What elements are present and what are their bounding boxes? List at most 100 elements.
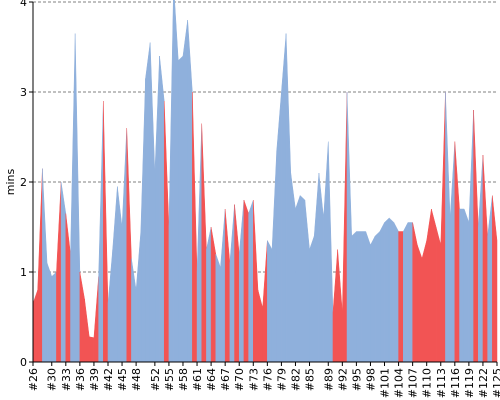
failed-build-area bbox=[342, 91, 348, 363]
passed-build-area bbox=[313, 172, 320, 363]
failed-build-area bbox=[398, 231, 404, 363]
y-tick-label: 2 bbox=[20, 176, 27, 189]
x-tick-label: #98 bbox=[364, 368, 377, 391]
failed-build-area bbox=[234, 204, 240, 363]
passed-build-area bbox=[318, 172, 324, 363]
failed-build-area bbox=[426, 208, 432, 363]
passed-build-area bbox=[290, 172, 296, 363]
passed-build-area bbox=[356, 231, 362, 363]
failed-build-area bbox=[262, 240, 268, 363]
x-tick-label: #119 bbox=[463, 368, 476, 398]
x-tick-label: #67 bbox=[219, 368, 232, 391]
failed-build-area bbox=[431, 208, 437, 363]
x-tick-label: #61 bbox=[191, 368, 204, 391]
passed-build-area bbox=[51, 271, 57, 363]
passed-build-area bbox=[360, 231, 367, 363]
y-tick-label: 0 bbox=[20, 356, 27, 369]
failed-build-area bbox=[65, 213, 71, 363]
x-tick-label: #36 bbox=[74, 368, 87, 391]
passed-build-area bbox=[487, 195, 493, 363]
failed-build-area bbox=[163, 100, 170, 363]
passed-build-area bbox=[145, 42, 151, 363]
y-tick-label: 1 bbox=[20, 266, 27, 279]
failed-build-area bbox=[103, 100, 109, 363]
failed-build-area bbox=[435, 226, 442, 363]
passed-build-area bbox=[131, 258, 137, 363]
x-tick-label: #92 bbox=[336, 368, 349, 391]
x-tick-label: #64 bbox=[205, 368, 218, 391]
failed-build-area bbox=[37, 168, 43, 363]
failed-build-area bbox=[79, 271, 85, 363]
failed-build-area bbox=[243, 199, 249, 363]
failed-build-area bbox=[126, 127, 132, 363]
failed-build-area bbox=[88, 336, 95, 363]
passed-build-area bbox=[384, 217, 390, 363]
passed-build-area bbox=[173, 0, 179, 363]
failed-build-area bbox=[253, 199, 259, 363]
failed-build-area bbox=[332, 249, 338, 363]
x-tick-label: #30 bbox=[46, 368, 59, 391]
x-tick-label: #55 bbox=[163, 368, 176, 391]
passed-build-area bbox=[196, 123, 202, 363]
passed-build-area bbox=[149, 42, 156, 363]
passed-build-area bbox=[70, 33, 76, 363]
x-tick-label: #26 bbox=[27, 368, 40, 391]
passed-build-area bbox=[154, 55, 160, 363]
passed-build-area bbox=[365, 231, 371, 363]
passed-build-area bbox=[299, 194, 306, 363]
x-tick-label: #33 bbox=[60, 368, 73, 391]
passed-build-area bbox=[374, 230, 381, 363]
x-tick-label: #122 bbox=[477, 368, 490, 398]
passed-build-area bbox=[248, 199, 254, 363]
x-tick-label: #42 bbox=[102, 368, 115, 391]
passed-build-area bbox=[206, 226, 212, 363]
passed-build-area bbox=[238, 199, 245, 363]
passed-build-area bbox=[304, 199, 310, 363]
passed-build-area bbox=[98, 100, 104, 363]
x-tick-label: #76 bbox=[261, 368, 274, 391]
x-tick-label: #48 bbox=[130, 368, 143, 391]
x-tick-label: #116 bbox=[449, 368, 462, 398]
passed-build-area bbox=[220, 208, 226, 363]
y-axis-label: mins bbox=[4, 168, 17, 195]
x-tick-label: #39 bbox=[88, 368, 101, 391]
failed-build-area bbox=[257, 289, 263, 363]
x-tick-label: #82 bbox=[289, 368, 302, 391]
failed-build-area bbox=[440, 91, 446, 363]
x-tick-label: #113 bbox=[435, 368, 448, 398]
y-tick-label: 4 bbox=[20, 0, 27, 9]
passed-build-area bbox=[112, 186, 118, 363]
failed-build-area bbox=[412, 222, 418, 363]
build-duration-areas bbox=[32, 0, 498, 363]
x-tick-label: #79 bbox=[275, 368, 288, 391]
x-tick-label: #125 bbox=[491, 368, 500, 398]
passed-build-area bbox=[328, 141, 334, 363]
passed-build-area bbox=[285, 33, 292, 363]
passed-build-area bbox=[168, 0, 174, 363]
passed-build-area bbox=[107, 249, 113, 363]
passed-build-area bbox=[379, 222, 385, 363]
passed-build-area bbox=[370, 235, 376, 363]
passed-build-area bbox=[463, 208, 470, 363]
failed-build-area bbox=[337, 249, 343, 363]
x-tick-label: #85 bbox=[304, 368, 317, 391]
passed-build-area bbox=[393, 222, 399, 363]
x-tick-label: #89 bbox=[322, 368, 335, 391]
passed-build-area bbox=[178, 55, 184, 363]
x-tick-label: #95 bbox=[350, 368, 363, 391]
passed-build-area bbox=[229, 204, 235, 363]
passed-build-area bbox=[182, 19, 188, 363]
passed-build-area bbox=[60, 181, 67, 363]
failed-build-area bbox=[56, 181, 62, 363]
y-tick-label: 3 bbox=[20, 86, 27, 99]
failed-build-area bbox=[421, 240, 427, 363]
passed-build-area bbox=[140, 78, 146, 363]
passed-build-area bbox=[449, 141, 456, 363]
passed-build-area bbox=[388, 217, 395, 363]
passed-build-area bbox=[159, 55, 165, 363]
failed-build-area bbox=[93, 276, 99, 363]
passed-build-area bbox=[135, 231, 142, 363]
passed-build-area bbox=[323, 141, 329, 363]
passed-build-area bbox=[403, 222, 409, 363]
